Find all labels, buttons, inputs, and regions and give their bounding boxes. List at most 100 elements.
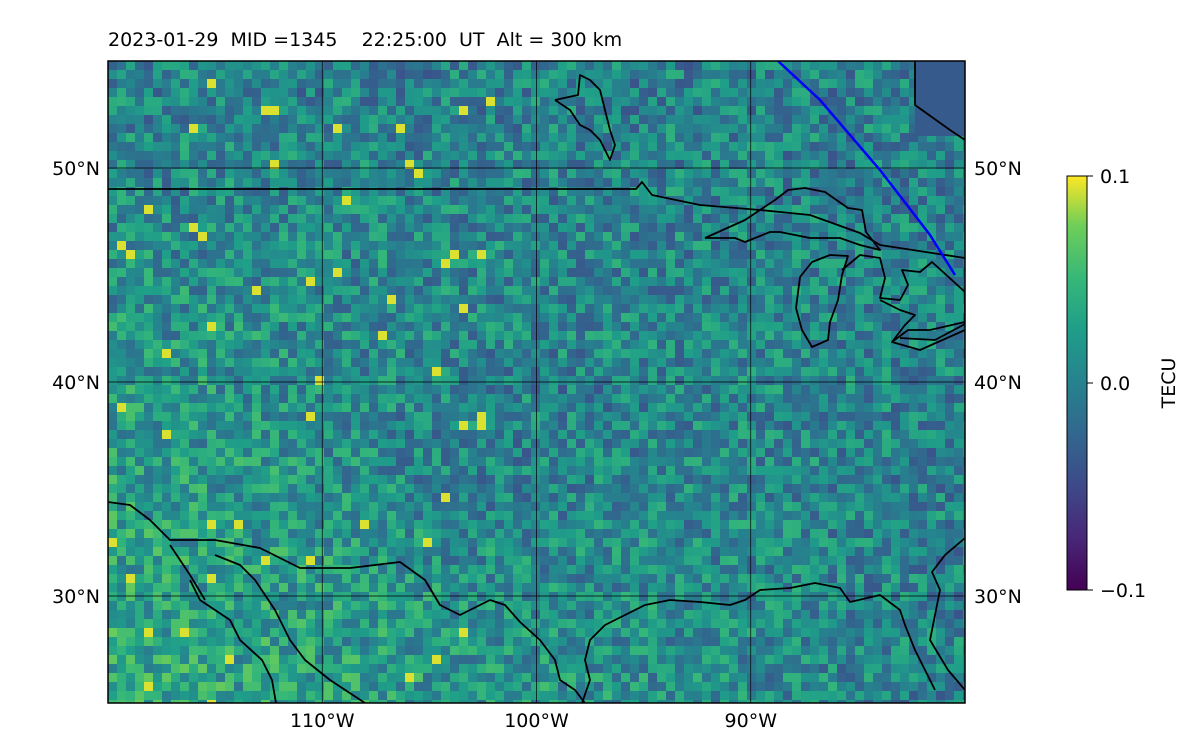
heatmap-cell bbox=[882, 457, 892, 467]
heatmap-cell bbox=[702, 205, 712, 215]
heatmap-cell bbox=[612, 340, 622, 350]
heatmap-cell bbox=[297, 493, 307, 503]
heatmap-cell bbox=[387, 124, 397, 134]
heatmap-cell bbox=[747, 277, 757, 287]
heatmap-cell bbox=[333, 358, 343, 368]
heatmap-cell bbox=[315, 430, 325, 440]
heatmap-cell bbox=[963, 241, 965, 251]
heatmap-cell bbox=[828, 97, 838, 107]
heatmap-cell bbox=[162, 403, 172, 413]
heatmap-cell bbox=[873, 313, 883, 323]
heatmap-cell bbox=[864, 259, 874, 269]
heatmap-cell bbox=[279, 466, 289, 476]
heatmap-cell bbox=[450, 97, 460, 107]
heatmap-cell bbox=[909, 403, 919, 413]
heatmap-cell bbox=[468, 367, 478, 377]
heatmap-cell bbox=[441, 448, 451, 458]
heatmap-cell bbox=[198, 430, 208, 440]
heatmap-cell bbox=[828, 448, 838, 458]
heatmap-cell bbox=[387, 412, 397, 422]
heatmap-cell bbox=[819, 331, 829, 341]
heatmap-cell bbox=[738, 304, 748, 314]
heatmap-cell bbox=[585, 331, 595, 341]
heatmap-cell bbox=[963, 250, 965, 260]
heatmap-cell bbox=[540, 250, 550, 260]
heatmap-cell bbox=[243, 466, 253, 476]
heatmap-cell bbox=[963, 196, 965, 206]
heatmap-cell bbox=[225, 475, 235, 485]
heatmap-cell bbox=[306, 250, 316, 260]
heatmap-cell bbox=[855, 430, 865, 440]
heatmap-cell bbox=[540, 259, 550, 269]
heatmap-cell bbox=[927, 493, 937, 503]
heatmap-cell bbox=[504, 313, 514, 323]
heatmap-cell bbox=[423, 502, 433, 512]
heatmap-cell bbox=[468, 232, 478, 242]
heatmap-cell bbox=[684, 457, 694, 467]
heatmap-cell bbox=[603, 286, 613, 296]
heatmap-cell bbox=[414, 349, 424, 359]
heatmap-cell bbox=[522, 412, 532, 422]
heatmap-cell bbox=[621, 205, 631, 215]
heatmap-cell bbox=[738, 61, 748, 71]
heatmap-cell bbox=[135, 304, 145, 314]
heatmap-cell bbox=[801, 223, 811, 233]
heatmap-cell bbox=[576, 331, 586, 341]
heatmap-cell bbox=[486, 70, 496, 80]
heatmap-cell bbox=[126, 61, 136, 71]
heatmap-cell bbox=[558, 349, 568, 359]
heatmap-cell bbox=[135, 70, 145, 80]
heatmap-cell bbox=[279, 205, 289, 215]
heatmap-cell bbox=[378, 313, 388, 323]
heatmap-cell bbox=[207, 295, 217, 305]
heatmap-cell bbox=[666, 421, 676, 431]
heatmap-cell bbox=[477, 79, 487, 89]
heatmap-cell bbox=[783, 457, 793, 467]
heatmap-cell bbox=[450, 502, 460, 512]
heatmap-cell bbox=[486, 421, 496, 431]
heatmap-cell bbox=[639, 304, 649, 314]
heatmap-cell bbox=[495, 151, 505, 161]
heatmap-cell bbox=[450, 457, 460, 467]
heatmap-cell bbox=[459, 421, 469, 431]
heatmap-cell bbox=[369, 124, 379, 134]
heatmap-cell bbox=[108, 124, 118, 134]
heatmap-cell bbox=[234, 88, 244, 98]
heatmap-cell bbox=[162, 178, 172, 188]
heatmap-cell bbox=[306, 187, 316, 197]
heatmap-cell bbox=[522, 214, 532, 224]
heatmap-cell bbox=[594, 403, 604, 413]
heatmap-cell bbox=[432, 394, 442, 404]
heatmap-cell bbox=[855, 259, 865, 269]
heatmap-cell bbox=[738, 358, 748, 368]
heatmap-cell bbox=[864, 304, 874, 314]
heatmap-cell bbox=[513, 421, 523, 431]
heatmap-cell bbox=[315, 313, 325, 323]
heatmap-cell bbox=[702, 79, 712, 89]
heatmap-cell bbox=[792, 511, 802, 521]
heatmap-cell bbox=[774, 286, 784, 296]
heatmap-cell bbox=[117, 79, 127, 89]
heatmap-cell bbox=[900, 88, 910, 98]
heatmap-cell bbox=[270, 79, 280, 89]
heatmap-cell bbox=[738, 277, 748, 287]
heatmap-cell bbox=[729, 484, 739, 494]
heatmap-cell bbox=[963, 178, 965, 188]
heatmap-cell bbox=[639, 61, 649, 71]
heatmap-cell bbox=[945, 403, 955, 413]
heatmap-cell bbox=[180, 124, 190, 134]
heatmap-cell bbox=[711, 304, 721, 314]
heatmap-cell bbox=[666, 367, 676, 377]
heatmap-cell bbox=[675, 493, 685, 503]
heatmap-cell bbox=[171, 331, 181, 341]
heatmap-cell bbox=[900, 277, 910, 287]
heatmap-cell bbox=[189, 475, 199, 485]
heatmap-cell bbox=[630, 61, 640, 71]
heatmap-cell bbox=[891, 484, 901, 494]
heatmap-cell bbox=[126, 151, 136, 161]
heatmap-cell bbox=[765, 322, 775, 332]
heatmap-cell bbox=[288, 502, 298, 512]
heatmap-cell bbox=[693, 385, 703, 395]
heatmap-cell bbox=[855, 457, 865, 467]
heatmap-cell bbox=[711, 376, 721, 386]
